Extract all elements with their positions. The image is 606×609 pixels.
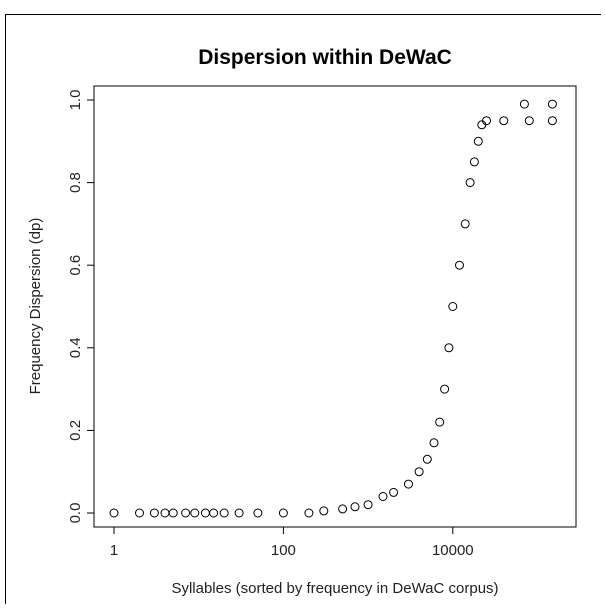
y-tick-label: 0.0 bbox=[67, 503, 84, 524]
data-point bbox=[389, 487, 399, 497]
data-point bbox=[429, 438, 439, 448]
data-point bbox=[219, 508, 229, 518]
y-tick-label: 0.6 bbox=[67, 255, 84, 276]
x-tick-label: 1 bbox=[110, 542, 118, 559]
data-point bbox=[444, 343, 454, 353]
data-point bbox=[168, 508, 178, 518]
data-point bbox=[547, 99, 557, 109]
data-point bbox=[435, 417, 445, 427]
chart-title: Dispersion within DeWaC bbox=[198, 46, 452, 69]
data-points bbox=[109, 99, 557, 518]
data-point bbox=[524, 116, 534, 126]
data-point bbox=[304, 508, 314, 518]
data-point bbox=[160, 508, 170, 518]
data-point bbox=[181, 508, 191, 518]
y-axis: 0.0 0.2 0.4 0.6 0.8 1.0 bbox=[67, 90, 95, 524]
data-point bbox=[440, 384, 450, 394]
data-point bbox=[519, 99, 529, 109]
data-point bbox=[414, 467, 424, 477]
y-tick-label: 1.0 bbox=[67, 90, 84, 111]
data-point bbox=[190, 508, 200, 518]
data-point bbox=[547, 116, 557, 126]
y-axis-label: Frequency Dispersion (dp) bbox=[27, 218, 44, 395]
data-point bbox=[278, 508, 288, 518]
data-point bbox=[477, 120, 487, 130]
y-tick-label: 0.4 bbox=[67, 337, 84, 358]
x-axis: 1 100 10000 bbox=[110, 526, 474, 559]
data-point bbox=[469, 157, 479, 167]
data-point bbox=[422, 454, 432, 464]
data-point bbox=[200, 508, 210, 518]
data-point bbox=[234, 508, 244, 518]
data-point bbox=[460, 219, 470, 229]
data-point bbox=[473, 136, 483, 146]
data-point bbox=[149, 508, 159, 518]
plot-area-border bbox=[93, 85, 577, 528]
data-point bbox=[455, 260, 464, 270]
data-point bbox=[482, 116, 491, 126]
data-point bbox=[135, 508, 144, 518]
data-point bbox=[363, 500, 373, 510]
data-point bbox=[448, 302, 458, 311]
data-point bbox=[209, 508, 219, 518]
data-point bbox=[499, 116, 509, 126]
x-axis-label: Syllables (sorted by frequency in DeWaC … bbox=[171, 580, 498, 597]
data-point bbox=[109, 508, 119, 518]
chart-frame bbox=[5, 14, 601, 604]
data-point bbox=[465, 178, 475, 188]
x-tick-label: 100 bbox=[271, 542, 296, 559]
data-point bbox=[404, 479, 413, 489]
x-tick-label: 10000 bbox=[432, 542, 474, 559]
data-point bbox=[319, 506, 329, 516]
data-point bbox=[378, 492, 388, 501]
data-point bbox=[338, 504, 348, 514]
data-point bbox=[350, 502, 360, 512]
data-point bbox=[253, 508, 263, 518]
y-tick-label: 0.2 bbox=[67, 420, 84, 441]
y-tick-label: 0.8 bbox=[67, 172, 84, 193]
